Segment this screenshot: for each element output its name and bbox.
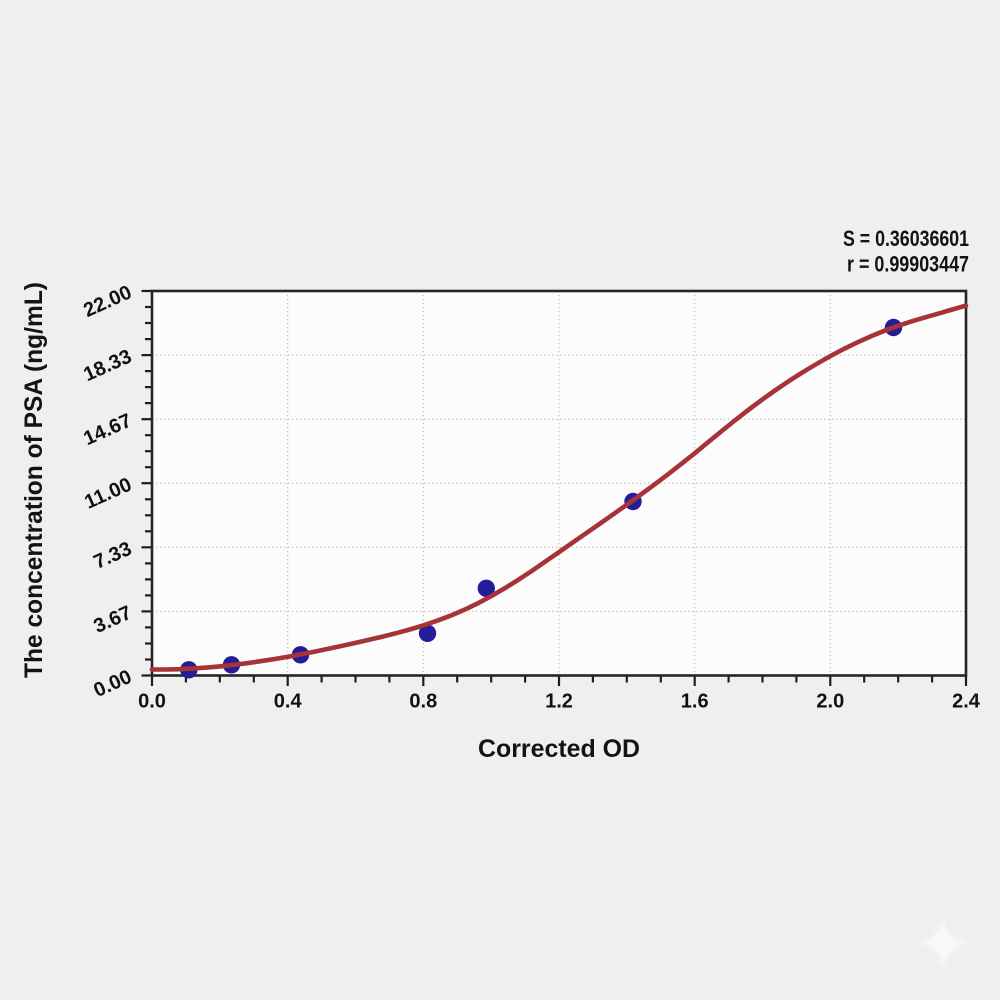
svg-text:S = 0.36036601: S = 0.36036601 [843,226,969,251]
svg-text:2.4: 2.4 [952,691,981,713]
svg-text:0.4: 0.4 [274,691,303,713]
svg-text:0.8: 0.8 [409,691,437,713]
svg-text:1.2: 1.2 [545,691,573,713]
svg-text:The concentration of PSA (ng/m: The concentration of PSA (ng/mL) [20,282,48,678]
svg-text:r = 0.99903447: r = 0.99903447 [847,252,969,277]
svg-text:0.0: 0.0 [138,691,166,713]
svg-text:Corrected OD: Corrected OD [478,735,640,763]
svg-text:2.0: 2.0 [816,691,844,713]
svg-text:1.6: 1.6 [681,691,709,713]
